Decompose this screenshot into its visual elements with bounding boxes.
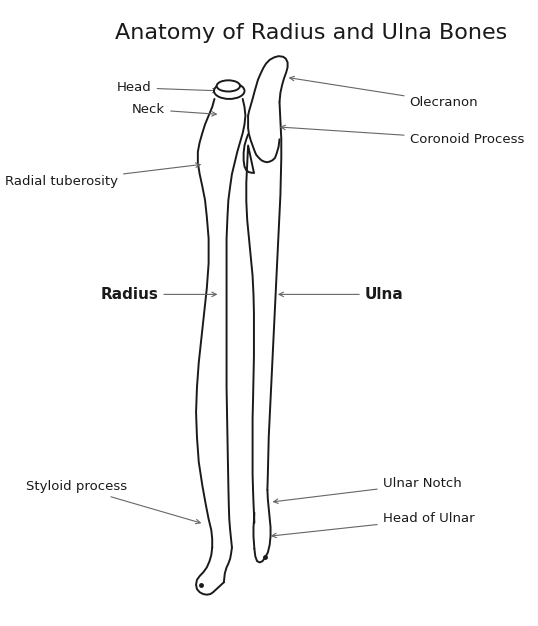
Text: Radius: Radius — [101, 287, 216, 302]
Text: Coronoid Process: Coronoid Process — [281, 125, 524, 146]
Text: Head: Head — [117, 81, 217, 95]
Ellipse shape — [217, 80, 240, 91]
Text: Neck: Neck — [132, 103, 216, 116]
Ellipse shape — [214, 83, 244, 99]
Text: Olecranon: Olecranon — [290, 76, 478, 108]
Text: Radial tuberosity: Radial tuberosity — [5, 163, 200, 188]
Text: Head of Ulnar: Head of Ulnar — [272, 513, 475, 538]
Text: Styloid process: Styloid process — [26, 480, 200, 524]
Text: Anatomy of Radius and Ulna Bones: Anatomy of Radius and Ulna Bones — [115, 23, 507, 43]
Text: Ulnar Notch: Ulnar Notch — [274, 477, 462, 503]
Text: Ulna: Ulna — [279, 287, 404, 302]
